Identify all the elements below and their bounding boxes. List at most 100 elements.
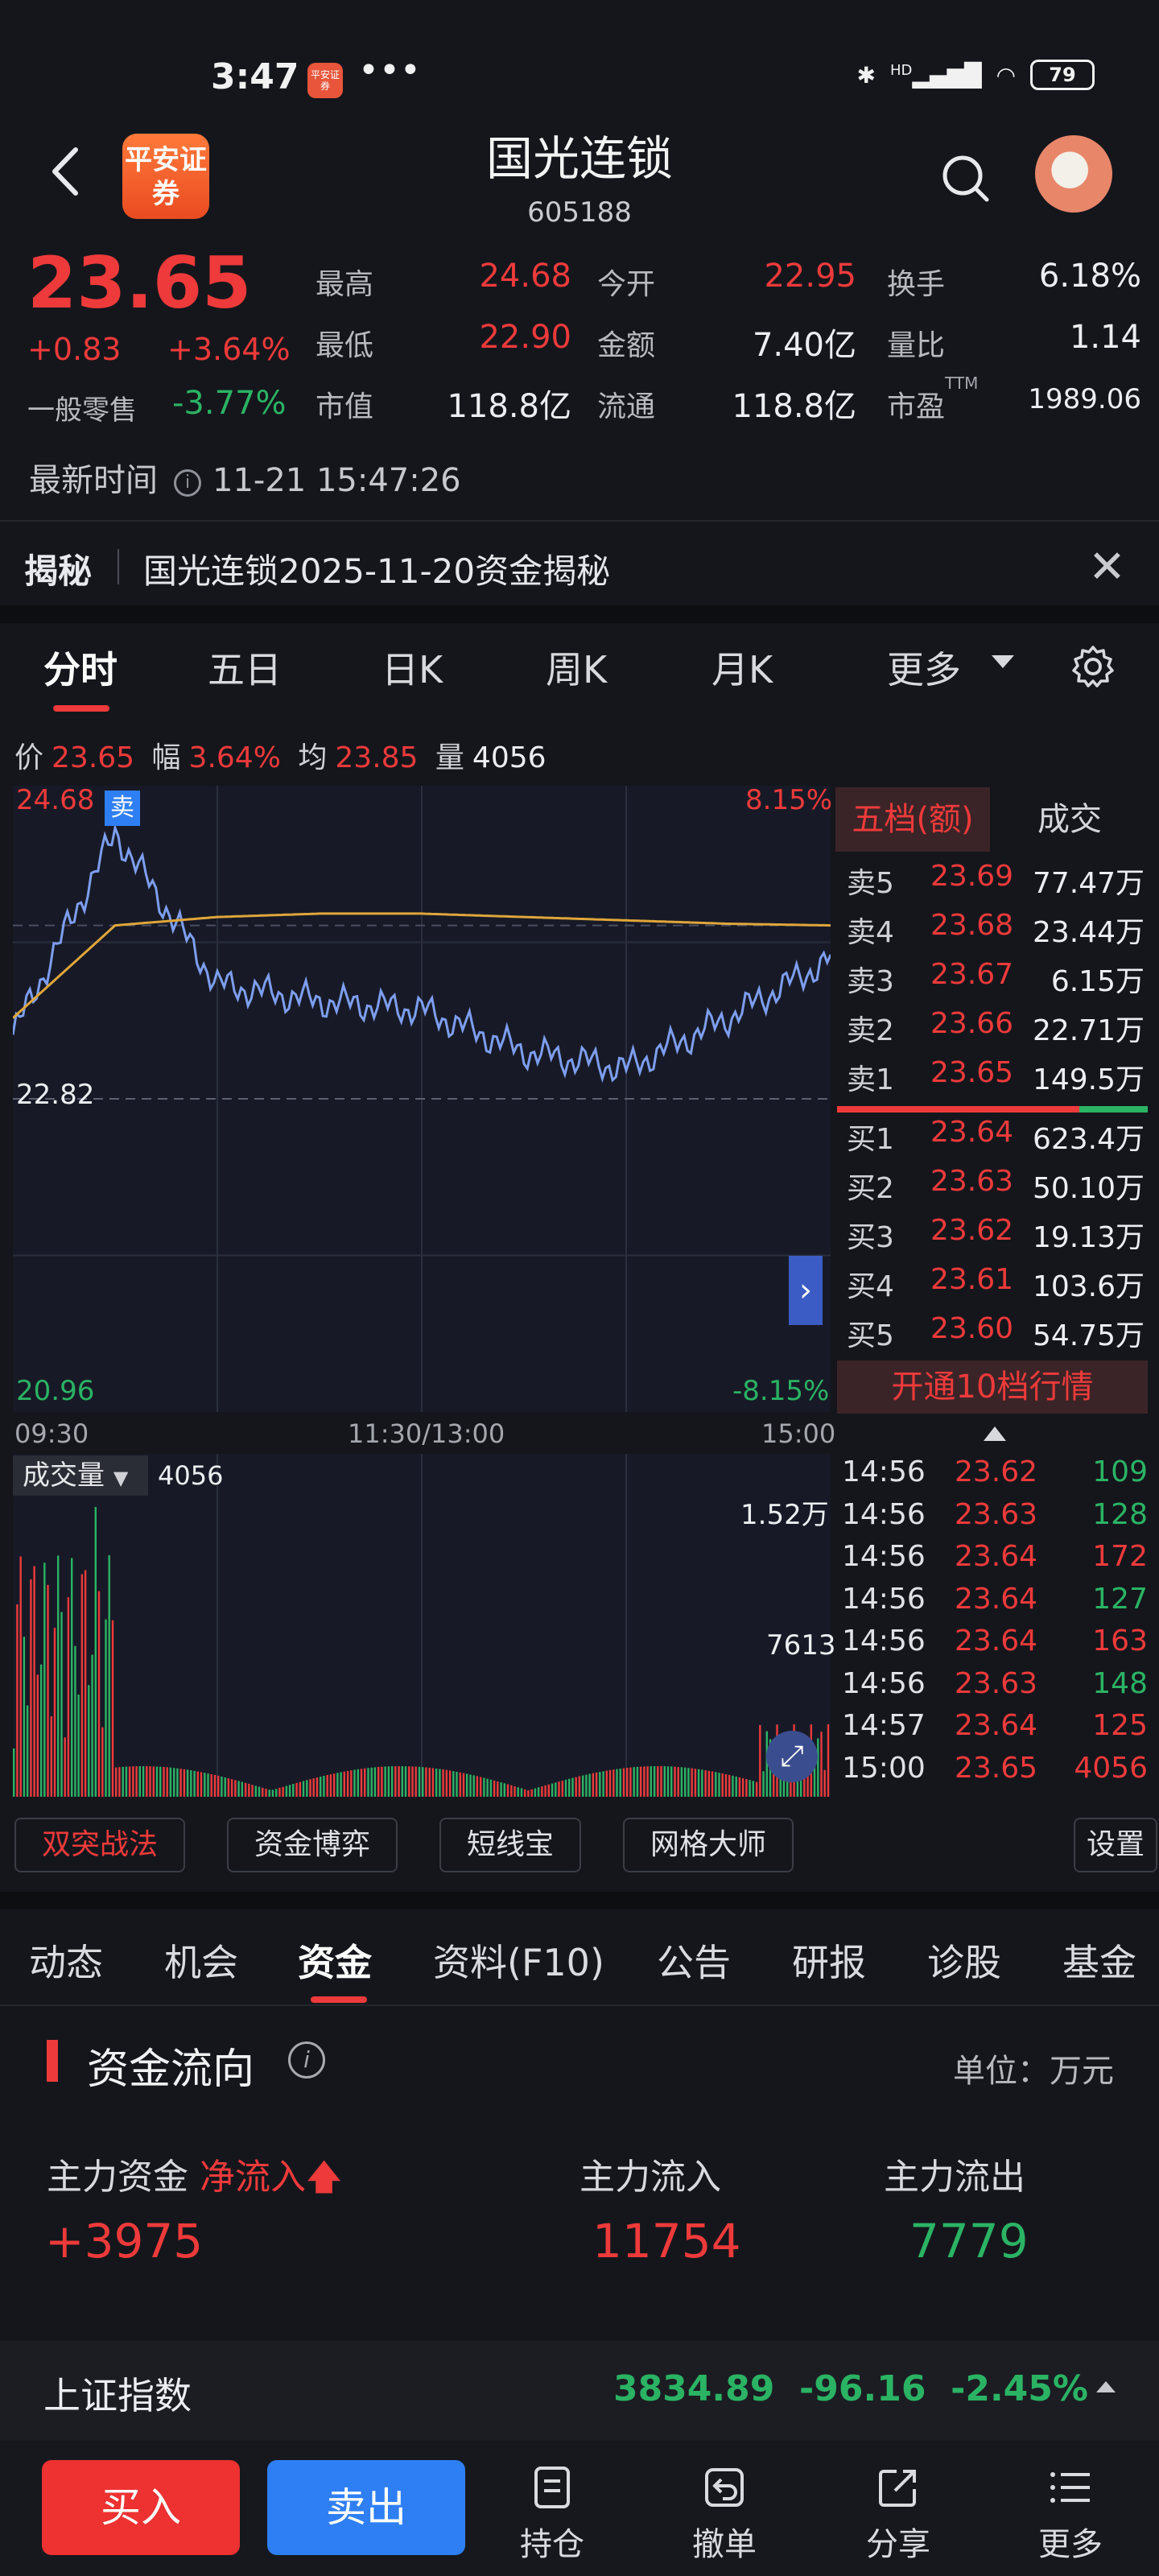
volume-bar: [428, 1767, 431, 1797]
pct-label: 幅: [151, 741, 181, 774]
intraday-chart[interactable]: [11, 786, 832, 1412]
tick-price: 23.64: [955, 1709, 1038, 1742]
volume-bar: [241, 1781, 243, 1797]
buy-button[interactable]: 买入: [42, 2460, 240, 2555]
cancel-order-button[interactable]: 撤单: [676, 2463, 773, 2565]
tab-info-0[interactable]: 动态: [29, 1941, 103, 1984]
close-icon[interactable]: ✕: [1088, 541, 1126, 593]
volume-bar: [653, 1766, 656, 1797]
tool-button-4[interactable]: 设置: [1074, 1818, 1157, 1872]
tab-info-2[interactable]: 资金: [298, 1941, 372, 1984]
volume-bar: [128, 1766, 131, 1797]
volume-bar: [489, 1779, 493, 1797]
order-book-row: 买4 23.61 103.6万: [847, 1263, 1145, 1311]
tick-time: 14:56: [842, 1582, 926, 1616]
tab-info-7[interactable]: 基金: [1062, 1941, 1136, 1984]
index-name: 上证指数: [43, 2374, 192, 2417]
volume-bar: [442, 1769, 444, 1797]
volume-bar: [541, 1786, 543, 1797]
user-avatar[interactable]: [1035, 135, 1112, 213]
volume-bar: [111, 1620, 114, 1797]
tab-period-2[interactable]: 日K: [382, 648, 443, 691]
volume-bar: [806, 1765, 809, 1797]
vol-axis-max: 1.52万: [740, 1499, 829, 1531]
tab-period-0[interactable]: 分时: [43, 648, 118, 691]
level-price: 23.68: [930, 909, 1014, 942]
tab-info-6[interactable]: 诊股: [927, 1941, 1001, 1984]
volume-bar: [677, 1767, 679, 1797]
tick-price: 23.64: [955, 1540, 1038, 1573]
volume-bar: [84, 1570, 87, 1797]
volume-selector[interactable]: 成交量 ▼: [13, 1455, 148, 1496]
trade-tick-row: 14:56 23.63 148: [842, 1667, 1148, 1709]
sector-label[interactable]: 一般零售: [27, 394, 137, 427]
volume-bar: [759, 1724, 761, 1797]
collapse-up-icon[interactable]: [984, 1426, 1006, 1441]
sell-button[interactable]: 卖出: [267, 2460, 465, 2555]
tab-info-3[interactable]: 资料(F10): [433, 1941, 604, 1984]
tab-period-5[interactable]: 更多: [887, 648, 961, 691]
volume-bar: [602, 1771, 604, 1797]
price-change: +0.83: [27, 332, 122, 367]
stock-code: 605188: [527, 196, 632, 229]
volume-bar: [97, 1591, 101, 1797]
tab-period-4[interactable]: 月K: [711, 648, 773, 691]
trade-tick-row: 14:56 23.64 163: [842, 1624, 1148, 1666]
sell-marker[interactable]: 卖: [105, 791, 140, 826]
volume-bar: [323, 1776, 325, 1797]
reveal-link[interactable]: 国光连锁2025-11-20资金揭秘: [143, 551, 611, 591]
volume-bar: [534, 1788, 537, 1797]
open-level10-button[interactable]: 开通10档行情: [837, 1360, 1148, 1414]
tool-button-3[interactable]: 网格大师: [623, 1818, 794, 1872]
volume-bar: [346, 1770, 349, 1797]
quote-field-label: 流通: [597, 390, 656, 423]
volume-bar: [401, 1766, 403, 1797]
volume-bar: [657, 1766, 659, 1797]
volume-bar: [466, 1773, 468, 1797]
volume-bar: [626, 1768, 629, 1797]
level-label: 买3: [847, 1221, 894, 1254]
expand-right-icon[interactable]: ›: [789, 1256, 823, 1325]
battery-icon: 79: [1030, 60, 1095, 90]
tool-button-0[interactable]: 双突战法: [14, 1818, 185, 1872]
volume-bar: [524, 1789, 526, 1797]
volume-value: 4056: [158, 1460, 224, 1491]
tool-button-1[interactable]: 资金博弈: [227, 1818, 398, 1872]
axis-high-pct: 8.15%: [745, 784, 833, 816]
more-dropdown-icon[interactable]: [992, 655, 1014, 668]
positions-button[interactable]: 持仓: [504, 2463, 600, 2565]
level-volume: 103.6万: [1032, 1270, 1145, 1303]
volume-bar: [173, 1768, 175, 1797]
volume-bar: [469, 1774, 472, 1797]
tool-button-2[interactable]: 短线宝: [439, 1818, 581, 1872]
avg-series-line: [11, 912, 831, 1019]
index-ticker[interactable]: [0, 2341, 1159, 2441]
tab-order-book[interactable]: 五档(额): [835, 787, 990, 852]
share-button[interactable]: 分享: [850, 2463, 947, 2565]
fullscreen-icon[interactable]: ⤢: [766, 1731, 818, 1782]
expand-up-icon[interactable]: [1096, 2381, 1116, 2392]
volume-bar: [555, 1782, 557, 1797]
tab-info-4[interactable]: 公告: [657, 1941, 731, 1984]
chart-stats: 价 23.65 幅 3.64% 均 23.85 量 4056: [14, 734, 555, 776]
status-time: 3:47: [211, 56, 299, 97]
back-icon[interactable]: [45, 143, 85, 200]
info-icon[interactable]: i: [288, 2041, 325, 2079]
tab-info-5[interactable]: 研报: [792, 1941, 866, 1984]
tab-period-1[interactable]: 五日: [208, 648, 282, 691]
volume-bar: [196, 1771, 199, 1797]
volume-bar: [179, 1769, 182, 1797]
volume-bar: [527, 1790, 530, 1797]
tab-trades[interactable]: 成交: [1037, 801, 1102, 838]
volume-bar: [193, 1770, 196, 1797]
more-button[interactable]: 更多: [1022, 2463, 1119, 2565]
arrow-up-icon: 🡅: [306, 2157, 343, 2198]
volume-bar: [67, 1597, 70, 1797]
volume-bar: [74, 1645, 76, 1797]
gear-icon[interactable]: [1070, 644, 1116, 689]
volume-chart[interactable]: [13, 1454, 831, 1797]
search-icon[interactable]: [940, 153, 992, 204]
tab-period-3[interactable]: 周K: [546, 648, 608, 691]
info-icon[interactable]: i: [174, 469, 201, 497]
tab-info-1[interactable]: 机会: [164, 1941, 238, 1984]
